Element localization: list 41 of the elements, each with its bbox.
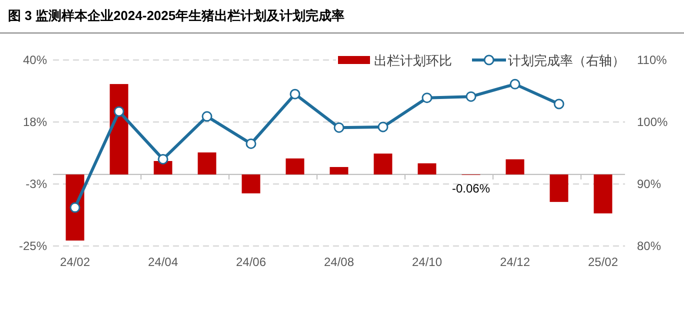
point bbox=[378, 122, 388, 132]
bar bbox=[286, 158, 304, 174]
legend-label: 计划完成率（右轴） bbox=[508, 53, 625, 68]
point bbox=[290, 88, 300, 100]
y-tick-label: -25% bbox=[18, 239, 48, 253]
point bbox=[158, 154, 168, 164]
y-tick-label: 40% bbox=[22, 53, 48, 67]
point bbox=[246, 138, 256, 149]
x-tick-label: 24/06 bbox=[236, 255, 266, 269]
point bbox=[70, 202, 80, 213]
x-tick-label: 24/10 bbox=[412, 255, 442, 269]
point bbox=[466, 91, 476, 102]
y-tick-label: -3% bbox=[26, 176, 48, 191]
x-tick-label: 24/02 bbox=[60, 255, 90, 269]
x-tick-label: 24/12 bbox=[500, 255, 530, 269]
legend-label: 出栏计划环比 bbox=[374, 53, 452, 68]
bar bbox=[506, 159, 524, 174]
point bbox=[554, 98, 564, 110]
y-tick-label: 18% bbox=[22, 115, 48, 130]
bar bbox=[198, 152, 216, 174]
bar bbox=[594, 174, 612, 214]
x-tick-label: 24/04 bbox=[148, 255, 178, 269]
point bbox=[114, 106, 124, 117]
y2-tick-label: 80% bbox=[637, 239, 662, 253]
bar bbox=[330, 167, 348, 174]
data-label: -0.06% bbox=[452, 182, 490, 196]
y2-tick-label: 90% bbox=[637, 177, 662, 191]
title: 图 3 监测样本企业2024-2025年生猪出栏计划及计划完成率 bbox=[8, 8, 345, 23]
x-tick-label: 24/08 bbox=[324, 255, 354, 269]
bar bbox=[242, 174, 260, 194]
bar bbox=[110, 84, 128, 174]
point bbox=[202, 111, 212, 122]
bar bbox=[418, 163, 436, 174]
bar bbox=[374, 154, 392, 174]
point bbox=[334, 122, 344, 133]
y2-tick-label: 110% bbox=[637, 53, 668, 67]
point bbox=[422, 92, 432, 104]
bar bbox=[550, 174, 568, 202]
y2-tick-label: 100% bbox=[637, 115, 668, 129]
x-tick-label: 25/02 bbox=[588, 255, 618, 269]
point bbox=[510, 78, 520, 90]
